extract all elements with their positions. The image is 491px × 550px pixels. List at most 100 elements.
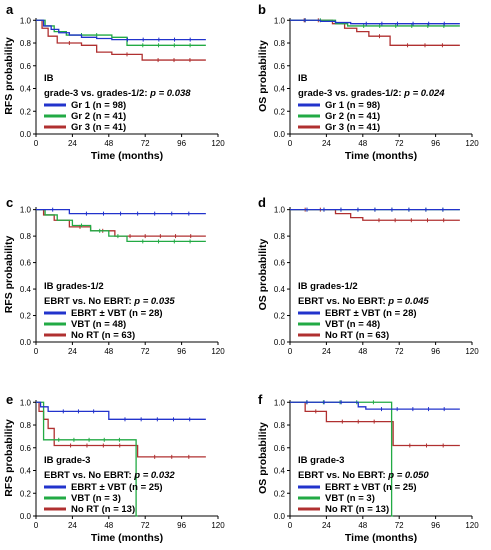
y-tick-label: 0.8	[274, 421, 286, 430]
panel-letter: b	[258, 2, 266, 17]
legend-label: VBT (n = 3)	[325, 493, 375, 504]
y-tick-label: 0.6	[20, 444, 32, 453]
annotation-group-label: IB	[44, 73, 54, 84]
x-tick-label: 48	[358, 347, 367, 356]
annotation-comparison-text: EBRT vs. No EBRT:	[298, 296, 388, 307]
legend-label: No RT (n = 63)	[325, 330, 389, 341]
annotation-comparison: EBRT vs. No EBRT: p = 0.035	[44, 296, 175, 307]
series-line	[290, 401, 460, 410]
series-line	[36, 208, 206, 237]
series-line	[36, 401, 206, 420]
legend-label: No RT (n = 13)	[325, 504, 389, 515]
x-tick-label: 96	[431, 139, 440, 148]
x-tick-label: 72	[141, 139, 150, 148]
annotation-comparison-text: EBRT vs. No EBRT:	[298, 470, 388, 481]
panel-f: f 0 24 48 72 96 120 0.0 0.2 0.4 0.6 0.8 1.0 Time (mon…	[257, 392, 479, 544]
y-tick-label: 0.2	[20, 107, 32, 116]
legend-label: VBT (n = 48)	[325, 319, 380, 330]
x-tick-label: 120	[465, 347, 479, 356]
series-line	[36, 401, 138, 517]
y-tick-label: 0.2	[274, 107, 286, 116]
x-tick-label: 24	[322, 139, 331, 148]
annotation-comparison-text: grade-3 vs. grades-1/2:	[44, 88, 150, 99]
x-tick-label: 24	[68, 347, 77, 356]
y-tick-label: 0.8	[20, 39, 32, 48]
x-tick-label: 120	[211, 139, 225, 148]
y-tick-label: 0.4	[274, 285, 286, 294]
x-tick-label: 0	[34, 521, 39, 530]
legend-label: EBRT ± VBT (n = 28)	[71, 308, 163, 319]
annotation-group-label: IB	[298, 73, 308, 84]
y-axis-title: OS probability	[257, 238, 269, 310]
x-tick-label: 24	[322, 521, 331, 530]
annotation-pvalue: p = 0.024	[403, 88, 445, 99]
y-tick-label: 1.0	[274, 206, 286, 215]
x-tick-label: 0	[288, 139, 293, 148]
y-tick-label: 0.6	[274, 259, 286, 268]
x-tick-label: 48	[104, 347, 113, 356]
y-tick-label: 0.4	[274, 467, 286, 476]
annotation-comparison: grade-3 vs. grades-1/2: p = 0.024	[298, 88, 445, 99]
y-tick-label: 0.6	[20, 259, 32, 268]
annotation-pvalue: p = 0.045	[387, 296, 429, 307]
x-tick-label: 0	[34, 347, 39, 356]
x-axis-title: Time (months)	[345, 532, 417, 544]
x-tick-label: 120	[465, 139, 479, 148]
x-tick-label: 96	[177, 521, 186, 530]
annotation-group-label: IB grades-1/2	[44, 281, 104, 292]
y-axis-title: OS probability	[257, 422, 269, 494]
y-tick-label: 0.8	[20, 232, 32, 241]
x-tick-label: 120	[465, 521, 479, 530]
legend-label: Gr 3 (n = 41)	[71, 122, 126, 133]
x-tick-label: 120	[211, 521, 225, 530]
x-tick-label: 24	[322, 347, 331, 356]
annotation-comparison-text: EBRT vs. No EBRT:	[44, 296, 134, 307]
y-tick-label: 0.2	[274, 312, 286, 321]
annotation-comparison-text: EBRT vs. No EBRT:	[44, 470, 134, 481]
x-tick-label: 72	[395, 521, 404, 530]
legend-label: VBT (n = 48)	[71, 319, 126, 330]
y-tick-label: 0.0	[20, 512, 32, 521]
annotation-comparison: grade-3 vs. grades-1/2: p = 0.038	[44, 88, 191, 99]
y-tick-label: 1.0	[20, 398, 32, 407]
x-tick-label: 0	[288, 521, 293, 530]
y-tick-label: 0.0	[274, 512, 286, 521]
panel-e: e 0 24 48 72 96 120 0.0 0.2 0.4 0.6 0.8 1.0 Time (mon…	[3, 392, 225, 544]
x-tick-label: 96	[177, 139, 186, 148]
x-tick-label: 48	[358, 521, 367, 530]
x-axis-title: Time (months)	[91, 150, 163, 162]
y-tick-label: 0.0	[274, 338, 286, 347]
x-tick-label: 0	[288, 347, 293, 356]
y-tick-label: 0.4	[274, 85, 286, 94]
y-tick-label: 0.8	[274, 232, 286, 241]
y-tick-label: 0.8	[20, 421, 32, 430]
annotation-pvalue: p = 0.050	[387, 470, 429, 481]
y-axis-title: OS probability	[257, 40, 269, 112]
panel-letter: d	[258, 195, 266, 210]
annotation-pvalue: p = 0.035	[133, 296, 175, 307]
x-axis-title: Time (months)	[91, 532, 163, 544]
panel-b: b 0 24 48 72 96 120 0.0 0.2 0.4 0.6 0.8 1.0 Time (mon…	[257, 2, 479, 162]
series-line	[36, 401, 206, 458]
x-tick-label: 24	[68, 139, 77, 148]
panel-letter: a	[6, 2, 14, 17]
legend-label: Gr 3 (n = 41)	[325, 122, 380, 133]
panel-a: a 0 24 48 72 96 120 0.0 0.2 0.4 0.6 0.8 1.0 Time (mon…	[3, 2, 225, 162]
legend-label: No RT (n = 13)	[71, 504, 135, 515]
legend-label: No RT (n = 63)	[71, 330, 135, 341]
y-tick-label: 1.0	[20, 206, 32, 215]
y-axis-title: RFS probability	[3, 37, 15, 115]
panel-letter: c	[6, 195, 13, 210]
y-tick-label: 0.4	[20, 467, 32, 476]
x-tick-label: 72	[395, 139, 404, 148]
legend-label: Gr 2 (n = 41)	[71, 111, 126, 122]
panel-letter: f	[258, 392, 263, 407]
x-tick-label: 96	[431, 347, 440, 356]
y-tick-label: 0.4	[20, 285, 32, 294]
annotation-comparison: EBRT vs. No EBRT: p = 0.050	[298, 470, 429, 481]
y-tick-label: 0.0	[20, 338, 32, 347]
x-tick-label: 72	[141, 521, 150, 530]
y-axis-title: RFS probability	[3, 236, 15, 314]
y-tick-label: 1.0	[274, 398, 286, 407]
